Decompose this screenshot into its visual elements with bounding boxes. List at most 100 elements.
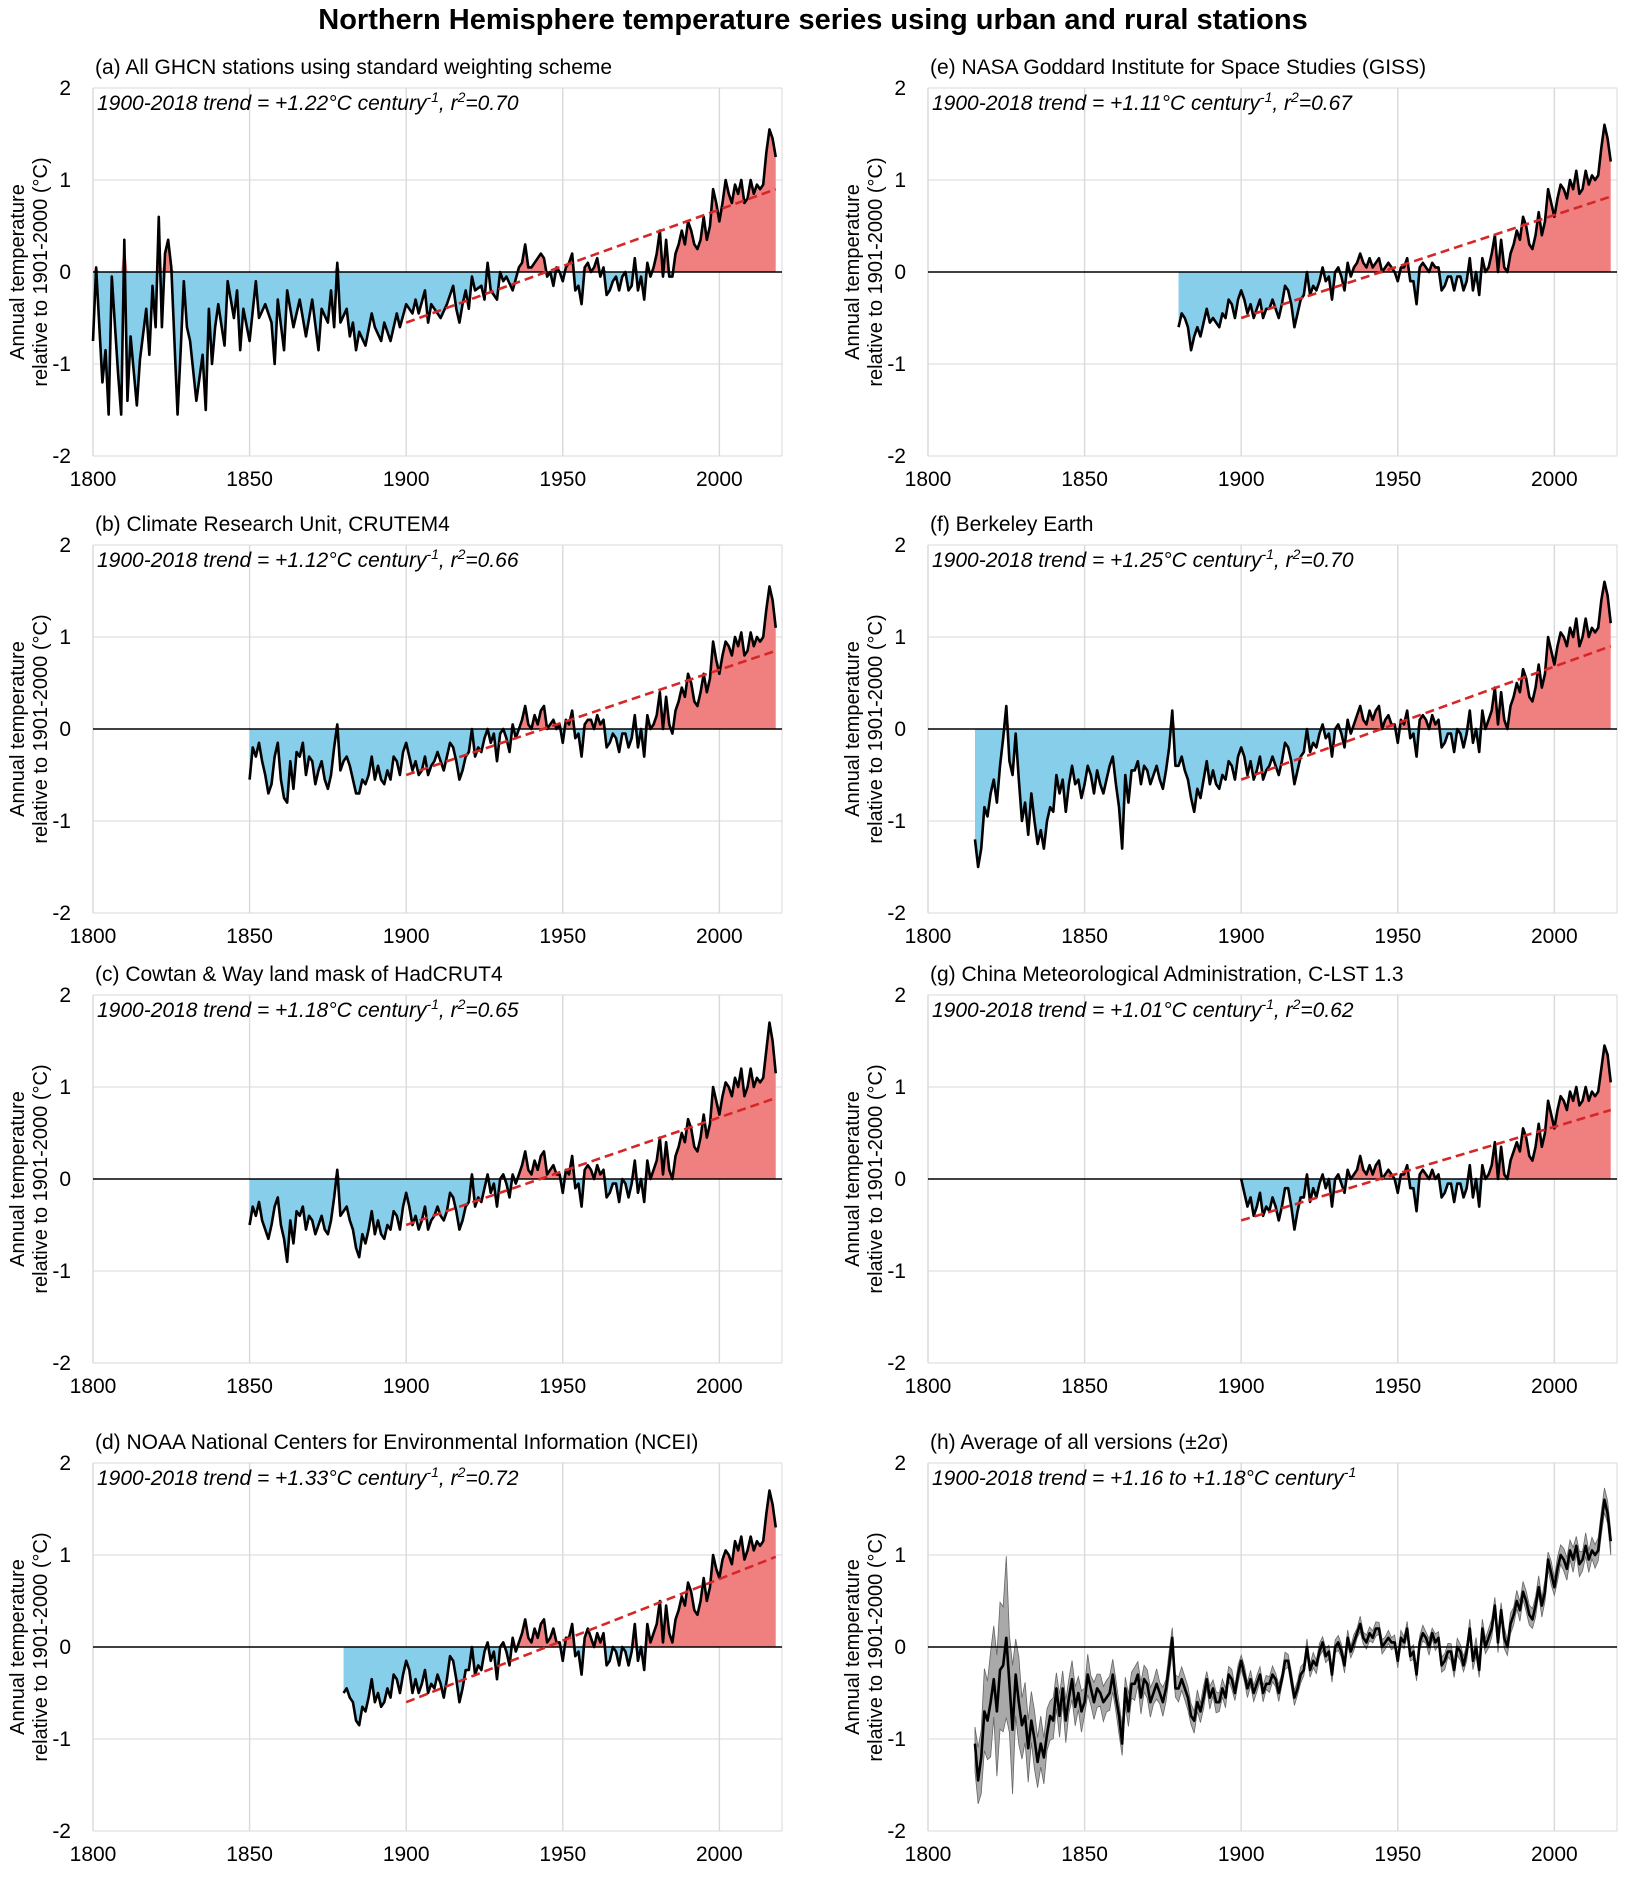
y-tick-label: 1	[59, 626, 71, 649]
y-axis-label: Annual temperaturerelative to 1901-2000 …	[842, 614, 887, 843]
x-tick-label: 1950	[1374, 925, 1421, 948]
trend-line	[1240, 195, 1612, 320]
temperature-series-line	[91, 128, 778, 416]
panel-title: (e) NASA Goddard Institute for Space Stu…	[930, 56, 1426, 79]
trend-line	[405, 1096, 777, 1227]
chart-panel-h: (h) Average of all versions (±2σ)1900-20…	[842, 1431, 1618, 1866]
y-tick-label: -1	[887, 1728, 906, 1751]
trend-annotation: 1900-2018 trend = +1.16 to +1.18°C centu…	[932, 1464, 1356, 1490]
positive-anomaly-fill	[343, 1490, 776, 1647]
chart-panel-a: (a) All GHCN stations using standard wei…	[7, 56, 783, 491]
temperature-series-line	[1239, 1044, 1613, 1231]
y-axis-label: Annual temperaturerelative to 1901-2000 …	[842, 1532, 887, 1761]
x-tick-label: 1850	[1061, 1375, 1108, 1398]
y-tick-label: 0	[59, 718, 71, 741]
x-tick-label: 2000	[696, 1375, 743, 1398]
trend-annotation: 1900-2018 trend = +1.25°C century-1, r2=…	[932, 546, 1354, 572]
panel-title: (h) Average of all versions (±2σ)	[930, 1431, 1228, 1454]
x-tick-label: 1850	[226, 1375, 273, 1398]
chart-panel-g: (g) China Meteorological Administration,…	[842, 963, 1618, 1398]
y-tick-label: 0	[59, 261, 71, 284]
positive-anomaly-fill	[1241, 1045, 1611, 1179]
x-tick-label: 1950	[1374, 1843, 1421, 1866]
x-tick-label: 1800	[905, 1375, 952, 1398]
x-tick-label: 2000	[696, 1843, 743, 1866]
trend-line	[1240, 1108, 1612, 1222]
panel-title: (f) Berkeley Earth	[930, 513, 1093, 536]
y-tick-label: 1	[894, 626, 906, 649]
y-tick-label: -2	[52, 1352, 71, 1375]
y-tick-label: 2	[894, 1452, 906, 1475]
chart-panel-d: (d) NOAA National Centers for Environmen…	[7, 1431, 783, 1866]
x-tick-label: 2000	[1531, 1843, 1578, 1866]
x-tick-label: 1950	[539, 1375, 586, 1398]
y-tick-label: 2	[894, 534, 906, 557]
y-axis-label: Annual temperaturerelative to 1901-2000 …	[7, 1532, 52, 1761]
y-axis-label: Annual temperaturerelative to 1901-2000 …	[7, 157, 52, 386]
y-axis-label: Annual temperaturerelative to 1901-2000 …	[842, 1064, 887, 1293]
trend-annotation: 1900-2018 trend = +1.01°C century-1, r2=…	[932, 996, 1354, 1022]
x-tick-label: 1950	[539, 1843, 586, 1866]
negative-anomaly-fill	[1178, 272, 1611, 351]
x-tick-label: 1800	[905, 925, 952, 948]
x-tick-label: 2000	[1531, 925, 1578, 948]
y-tick-label: 1	[894, 169, 906, 192]
x-tick-label: 1900	[383, 468, 430, 491]
y-tick-label: 1	[59, 169, 71, 192]
x-tick-label: 2000	[1531, 1375, 1578, 1398]
y-tick-label: -2	[52, 445, 71, 468]
chart-panel-b: (b) Climate Research Unit, CRUTEM41900-2…	[7, 513, 783, 948]
y-tick-label: 0	[894, 261, 906, 284]
panel-title: (a) All GHCN stations using standard wei…	[95, 56, 612, 79]
x-tick-label: 1850	[226, 925, 273, 948]
panel-title: (g) China Meteorological Administration,…	[930, 963, 1404, 986]
y-tick-label: -1	[887, 1260, 906, 1283]
chart-panel-c: (c) Cowtan & Way land mask of HadCRUT4 19…	[7, 963, 783, 1398]
y-tick-label: 1	[894, 1544, 906, 1567]
y-tick-label: -2	[887, 445, 906, 468]
temperature-series-line	[248, 585, 778, 804]
trend-annotation: 1900-2018 trend = +1.11°C century-1, r2=…	[932, 89, 1353, 115]
y-tick-label: -2	[52, 1820, 71, 1843]
x-tick-label: 1850	[1061, 925, 1108, 948]
x-tick-label: 1800	[70, 468, 117, 491]
positive-anomaly-fill	[93, 129, 776, 272]
temperature-series-line	[973, 580, 1613, 869]
temperature-series-line	[342, 1489, 778, 1727]
x-tick-label: 1950	[539, 925, 586, 948]
y-tick-label: -1	[887, 810, 906, 833]
figure-title: Northern Hemisphere temperature series u…	[318, 4, 1308, 36]
x-tick-label: 2000	[1531, 468, 1578, 491]
positive-anomaly-fill	[249, 1022, 776, 1179]
x-tick-label: 1800	[70, 1375, 117, 1398]
positive-anomaly-fill	[1178, 124, 1611, 272]
trend-annotation: 1900-2018 trend = +1.33°C century-1, r2=…	[97, 1464, 519, 1490]
y-tick-label: 0	[894, 1636, 906, 1659]
y-tick-label: 0	[59, 1636, 71, 1659]
y-tick-label: -2	[887, 1820, 906, 1843]
y-tick-label: -1	[52, 353, 71, 376]
x-tick-label: 1900	[1218, 925, 1265, 948]
trend-annotation: 1900-2018 trend = +1.22°C century-1, r2=…	[97, 89, 519, 115]
y-tick-label: 2	[894, 77, 906, 100]
x-tick-label: 1900	[383, 1375, 430, 1398]
panel-title: (c) Cowtan & Way land mask of HadCRUT4	[95, 963, 503, 986]
positive-anomaly-fill	[249, 586, 776, 729]
y-tick-label: -2	[887, 902, 906, 925]
x-tick-label: 1850	[1061, 468, 1108, 491]
x-tick-label: 1800	[905, 1843, 952, 1866]
trend-line	[1240, 644, 1612, 781]
y-tick-label: 1	[59, 1076, 71, 1099]
x-tick-label: 1900	[1218, 1375, 1265, 1398]
x-tick-label: 1950	[1374, 468, 1421, 491]
y-tick-label: 2	[59, 77, 71, 100]
y-tick-label: -2	[52, 902, 71, 925]
uncertainty-band	[974, 1487, 1612, 1804]
panel-title: (d) NOAA National Centers for Environmen…	[95, 1431, 698, 1454]
y-tick-label: 0	[894, 718, 906, 741]
x-tick-label: 1900	[1218, 1843, 1265, 1866]
x-tick-label: 1800	[70, 925, 117, 948]
x-tick-label: 1850	[1061, 1843, 1108, 1866]
x-tick-label: 2000	[696, 468, 743, 491]
x-tick-label: 1800	[70, 1843, 117, 1866]
